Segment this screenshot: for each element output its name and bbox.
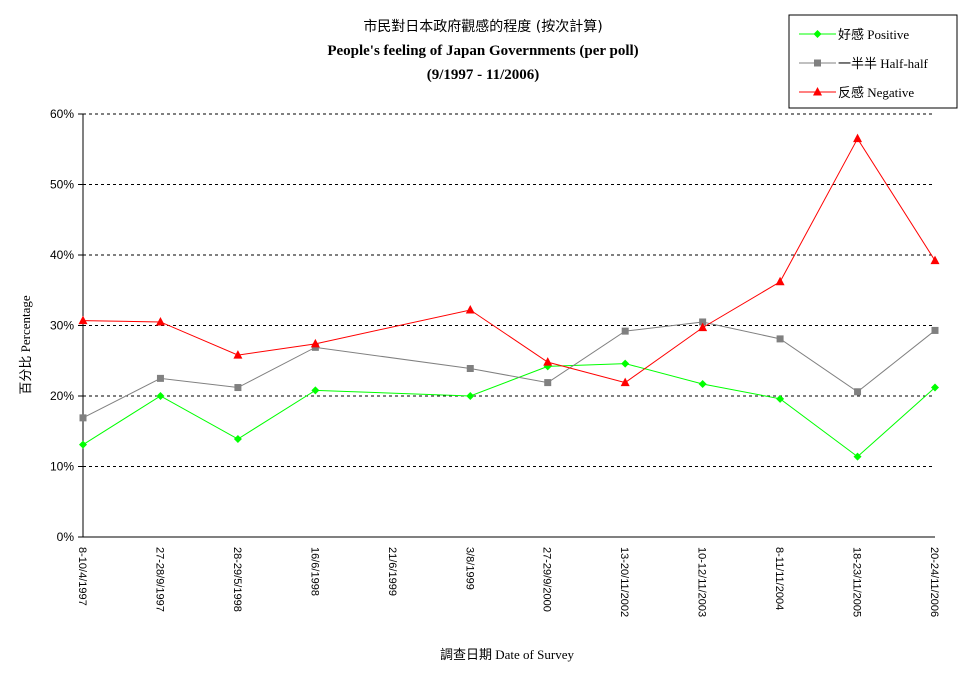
data-point [466,392,475,400]
y-tick-label: 50% [50,178,74,192]
x-tick-label: 21/6/1999 [386,547,398,596]
data-point [544,379,552,387]
data-point [78,315,88,325]
data-point [79,440,87,449]
data-point [620,377,630,387]
legend-item: 反感 Negative [799,85,914,100]
data-point [311,343,319,351]
data-point [234,384,242,392]
data-point [698,322,708,332]
series-1 [79,359,939,461]
legend-label: 好感 Positive [838,27,909,42]
x-tick-label: 18-23/11/2005 [851,547,863,617]
x-tick-label: 28-29/5/1998 [231,547,243,612]
y-axis-label: 百分比 Percentage [18,295,33,395]
data-point [776,394,785,403]
x-tick-labels: 8-10/4/1997 27-28/9/1997 28-29/5/1998 16/6/… [76,547,940,617]
data-point [621,359,630,368]
legend-item: 一半半 Half-half [799,56,929,71]
data-point [156,392,165,400]
y-tick-label: 30% [50,319,74,333]
x-tick-label: 8-11/11/2004 [773,547,785,610]
data-point [931,383,939,392]
x-axis-label: 調查日期 Date of Survey [440,647,574,662]
x-tick-label: 16/6/1998 [308,547,320,596]
x-tick-label: 27-28/9/1997 [153,547,165,612]
legend-item: 好感 Positive [799,27,909,42]
data-point [156,374,164,382]
x-tick-label: 20-24/11/2006 [928,547,940,617]
data-point [699,318,707,326]
chart-subtitle: People's feeling of Japan Governments (p… [327,43,638,59]
data-point [621,327,629,335]
axes [82,114,935,538]
data-point [310,338,320,348]
x-tick-label: 27-29/9/2000 [541,547,553,612]
data-point [466,365,474,373]
x-tick-label: 3/8/1999 [463,547,475,590]
data-point [465,304,475,314]
data-point [776,335,784,343]
legend-marker [813,30,822,38]
series-3 [78,133,940,387]
series-2 [79,318,939,422]
y-tick-labels: 0% 10% 20% 30% 40% 50% 60% [50,107,74,544]
y-tick-label: 0% [57,530,75,544]
data-point [79,414,87,422]
legend: 好感 Positive 一半半 Half-half 反感 Negative [799,27,929,100]
y-tick-label: 60% [50,107,74,121]
series-group [78,133,940,461]
data-point [155,316,165,326]
legend-label: 一半半 Half-half [838,56,929,71]
data-point [853,133,863,143]
data-point [233,435,242,444]
data-point [233,350,243,359]
data-point [311,386,320,395]
x-tick-label: 8-10/4/1997 [76,547,88,606]
chart-period: (9/1997 - 11/2006) [427,67,540,83]
data-point [853,452,862,461]
series-line [82,363,936,458]
y-tick-label: 20% [50,389,74,403]
legend-marker [814,59,821,67]
data-point [698,380,707,389]
y-tick-label: 40% [50,248,74,262]
series-line [82,137,936,384]
x-tick-label: 13-20/11/2002 [618,547,630,617]
legend-label: 反感 Negative [838,85,914,100]
data-point [775,276,785,286]
legend-marker [813,87,822,96]
data-point [543,357,553,366]
data-point [930,255,940,265]
chart-title: 市民對日本政府觀感的程度 (按次計算) [363,18,602,35]
gridlines [78,113,935,538]
data-point [931,326,939,334]
y-tick-label: 10% [50,460,74,474]
x-tick-label: 10-12/11/2003 [696,547,708,617]
data-point [854,388,862,396]
